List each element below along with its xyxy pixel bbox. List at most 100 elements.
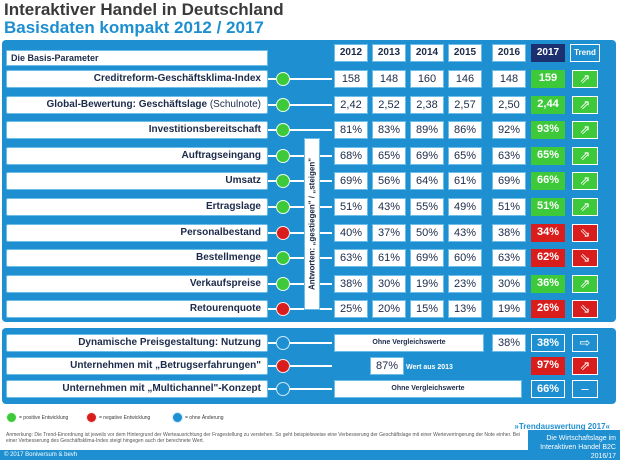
- value-cell: 158: [334, 70, 368, 88]
- parameter-label: Auftragseingang: [6, 146, 268, 165]
- footnote: Anmerkung: Die Trend-Einordnung ist jewe…: [6, 432, 520, 444]
- value-cell: 148: [492, 70, 526, 88]
- value-cell: 55%: [410, 198, 444, 216]
- value-cell: 43%: [448, 223, 482, 242]
- page-subtitle: Basisdaten kompakt 2012 / 2017: [4, 18, 264, 37]
- connector-line: [268, 342, 332, 344]
- value-cell: 56%: [372, 172, 406, 191]
- copyright: © 2017 Boniversum & bevh: [4, 452, 78, 458]
- trend-up-arrow-icon: ⇗: [572, 357, 598, 375]
- parameter-label-text: Global-Bewertung: Geschäftslage: [46, 98, 208, 110]
- connector-line: [268, 365, 332, 367]
- value-cell: 43%: [372, 198, 406, 216]
- red-status-dot-icon: [276, 359, 290, 373]
- parameter-label-text: Verkaufspreise: [189, 277, 261, 289]
- parameter-label-text: Ertragslage: [205, 201, 261, 212]
- value-cell: 2,57: [448, 95, 482, 114]
- year-header: 2013: [372, 44, 406, 62]
- neutral-dot-icon: [172, 412, 183, 423]
- year-header: 2016: [492, 44, 526, 62]
- legend-positive-label: = positive Entwicklung: [19, 414, 69, 421]
- parameter-label: Verkaufspreise: [6, 274, 268, 293]
- no-comparison-note: Ohne Vergleichswerte: [334, 334, 484, 352]
- value-cell: 69%: [334, 172, 368, 191]
- trend-up-arrow-icon: ⇗: [572, 95, 598, 114]
- parameter-label-text: Creditreform-Geschäftsklima-Index: [93, 73, 261, 84]
- value-year-note: Wert aus 2013: [406, 364, 453, 371]
- green-status-dot-icon: [276, 276, 290, 291]
- parameter-label: Personalbestand: [6, 223, 268, 242]
- vertical-note-text: Antworten: „gestiegen" / „steigen": [307, 157, 317, 291]
- value-cell: 51%: [492, 198, 526, 216]
- current-value-cell: 26%: [531, 300, 565, 319]
- value-cell: 69%: [492, 172, 526, 191]
- value-cell: 69%: [410, 249, 444, 268]
- value-cell: 63%: [492, 146, 526, 165]
- no-comparison-note: Ohne Vergleichswerte: [334, 380, 522, 398]
- green-status-dot-icon: [276, 97, 290, 112]
- connector-line: [268, 257, 332, 260]
- value-cell: 13%: [448, 300, 482, 319]
- current-value-cell: 66%: [531, 172, 565, 191]
- parameter-label: Retourenquote: [6, 300, 268, 319]
- green-status-dot-icon: [276, 251, 290, 266]
- connector-line: [268, 103, 332, 106]
- trend-up-arrow-icon: ⇗: [572, 146, 598, 165]
- trend-down-arrow-icon: ⇘: [572, 300, 598, 319]
- parameter-label: Ertragslage: [6, 198, 268, 216]
- value-cell: 64%: [410, 172, 444, 191]
- trend-down-arrow-icon: ⇘: [572, 249, 598, 268]
- value-cell: 30%: [372, 274, 406, 293]
- vertical-note: Antworten: „gestiegen" / „steigen": [304, 138, 320, 310]
- blue-status-dot-icon: [276, 336, 290, 350]
- value-cell: 15%: [410, 300, 444, 319]
- value-cell: 63%: [334, 249, 368, 268]
- current-value-cell: 34%: [531, 223, 565, 242]
- trend-up-arrow-icon: ⇗: [572, 274, 598, 293]
- legend-negative: = negative Entwicklung: [86, 412, 150, 423]
- value-cell: 83%: [372, 121, 406, 140]
- value-cell: 19%: [492, 300, 526, 319]
- connector-line: [268, 282, 332, 285]
- trend-up-arrow-icon: ⇗: [572, 121, 598, 140]
- trend-evaluation-label: »Trendauswertung 2017«: [514, 422, 610, 431]
- connector-line: [268, 308, 332, 311]
- connector-line: [268, 388, 332, 390]
- value-cell: 38%: [492, 223, 526, 242]
- current-value-cell: 159: [531, 70, 565, 88]
- parameter-label-text: Investitionsbereitschaft: [148, 124, 261, 136]
- parameter-label-text: Personalbestand: [180, 226, 261, 238]
- value-cell: 50%: [410, 223, 444, 242]
- current-value-cell: 62%: [531, 249, 565, 268]
- current-value-cell: 97%: [531, 357, 565, 375]
- report-badge-line2: Interaktiven Handel B2C 2016/17: [540, 444, 616, 460]
- value-cell: 86%: [448, 121, 482, 140]
- value-cell: 69%: [410, 146, 444, 165]
- value-cell: 60%: [448, 249, 482, 268]
- value-cell: 65%: [372, 146, 406, 165]
- extra-label: Dynamische Preisgestaltung: Nutzung: [6, 334, 268, 352]
- current-value-cell: 38%: [531, 334, 565, 352]
- parameter-label-text: Bestellmenge: [195, 252, 261, 264]
- green-status-dot-icon: [276, 123, 290, 138]
- negative-dot-icon: [86, 412, 97, 423]
- value-cell: 30%: [492, 274, 526, 293]
- trend-none-arrow-icon: –: [572, 380, 598, 398]
- trend-header: Trend: [570, 44, 600, 62]
- green-status-dot-icon: [276, 148, 290, 163]
- previous-value-cell: 38%: [492, 334, 526, 352]
- current-value-cell: 36%: [531, 274, 565, 293]
- red-status-dot-icon: [276, 225, 290, 240]
- value-cell: 49%: [448, 198, 482, 216]
- value-cell: 92%: [492, 121, 526, 140]
- trend-up-arrow-icon: ⇗: [572, 172, 598, 191]
- report-badge-line1: Die Wirtschaftslage im: [546, 435, 616, 442]
- legend-negative-label: = negative Entwicklung: [99, 414, 151, 421]
- report-badge: Die Wirtschaftslage im Interaktiven Hand…: [528, 430, 620, 460]
- page-title: Interaktiver Handel in Deutschland: [4, 0, 284, 19]
- value-cell: 25%: [334, 300, 368, 319]
- current-value-cell: 93%: [531, 121, 565, 140]
- green-status-dot-icon: [276, 72, 290, 86]
- connector-line: [268, 206, 332, 208]
- current-value-cell: 66%: [531, 380, 565, 398]
